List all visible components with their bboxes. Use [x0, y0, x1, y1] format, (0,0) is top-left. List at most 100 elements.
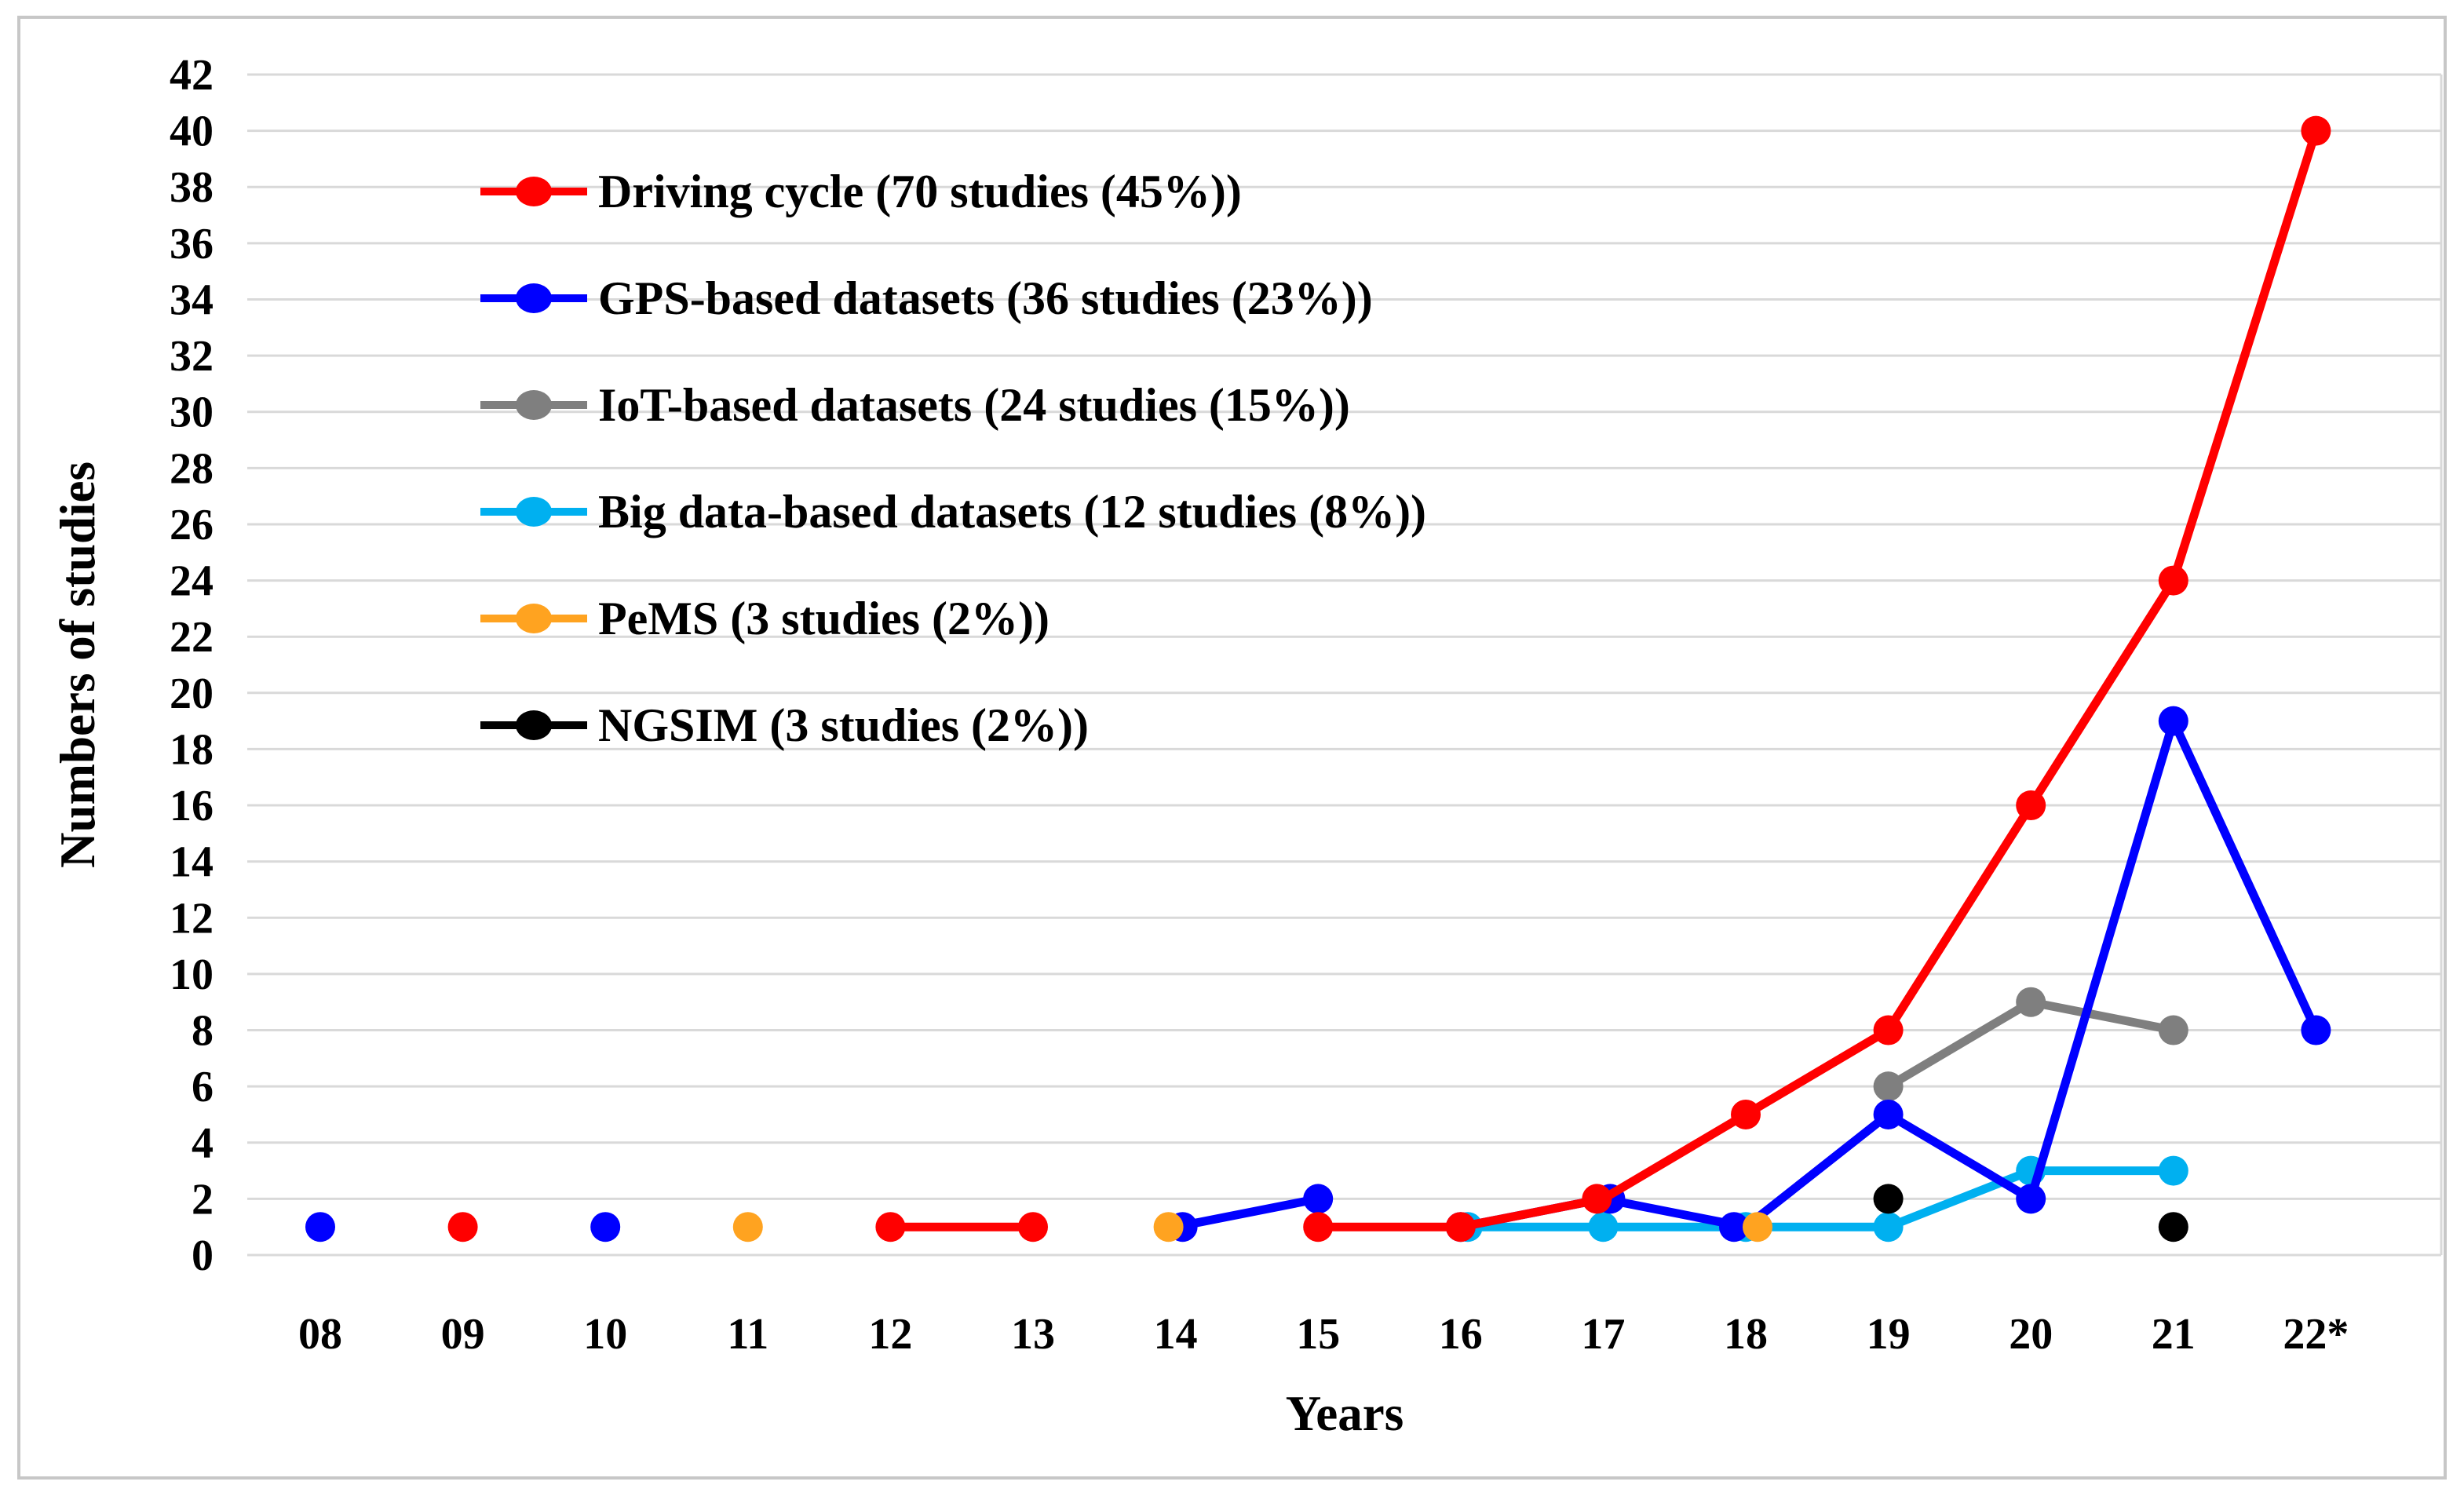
- legend-marker-pems: [516, 604, 552, 633]
- x-tick-label-16: 16: [1439, 1310, 1483, 1359]
- data-series-layer: [305, 115, 2331, 1242]
- series-iot-based-datasets: [1873, 987, 2188, 1102]
- y-tick-label-18: 18: [170, 725, 214, 774]
- series-driving-cycle-point-21: [2158, 565, 2188, 596]
- legend-marker-driving-cycle: [516, 177, 552, 206]
- legend-marker-iot-based-datasets: [516, 390, 552, 420]
- legend-marker-big-data-based-datasets: [516, 497, 552, 527]
- series-big-data-based-datasets-point-17: [1588, 1212, 1619, 1242]
- figure-border: [17, 16, 2447, 1480]
- gridlines: [247, 73, 2443, 1257]
- y-tick-label-24: 24: [170, 557, 214, 606]
- series-driving-cycle-point-15: [1303, 1212, 1334, 1242]
- x-tick-label-15: 15: [1296, 1310, 1340, 1359]
- legend-label-gps-based-datasets: GPS-based datasets (36 studies (23%)): [598, 272, 1373, 324]
- y-tick-label-34: 34: [170, 275, 214, 324]
- legend-marker-ngsim: [516, 710, 552, 740]
- series-gps-based-datasets-point-20: [2016, 1184, 2046, 1214]
- series-pems-point-18: [1743, 1212, 1772, 1242]
- series-driving-cycle-point-09: [447, 1212, 478, 1242]
- x-tick-label-13: 13: [1011, 1310, 1055, 1359]
- y-tick-label-12: 12: [170, 894, 214, 943]
- y-tick-label-38: 38: [170, 163, 214, 212]
- x-tick-label-12: 12: [868, 1310, 912, 1359]
- series-driving-cycle-point-22: [2301, 115, 2331, 146]
- series-pems-point-14: [1153, 1212, 1184, 1242]
- series-driving-cycle-point-16: [1445, 1212, 1476, 1242]
- legend-label-ngsim: NGSIM (3 studies (2%)): [598, 699, 1089, 751]
- series-gps-based-datasets-point-18: [1719, 1212, 1749, 1242]
- x-axis-title: Years: [1286, 1386, 1404, 1441]
- y-tick-label-8: 8: [192, 1007, 214, 1056]
- y-tick-label-16: 16: [170, 782, 214, 830]
- y-tick-label-10: 10: [170, 951, 214, 999]
- x-tick-label-20: 20: [2009, 1310, 2053, 1359]
- x-tick-label-22: 22*: [2283, 1310, 2349, 1359]
- series-pems-point-11: [732, 1212, 763, 1242]
- y-tick-label-22: 22: [170, 613, 214, 662]
- x-tick-label-18: 18: [1724, 1310, 1768, 1359]
- y-tick-label-30: 30: [170, 389, 214, 437]
- series-driving-cycle-point-13: [1018, 1212, 1048, 1242]
- legend-item-iot-based-datasets: IoT-based datasets (24 studies (15%)): [480, 379, 1350, 431]
- y-tick-label-6: 6: [192, 1063, 214, 1111]
- legend-item-big-data-based-datasets: Big data-based datasets (12 studies (8%)…: [480, 486, 1426, 538]
- series-driving-cycle-point-17: [1582, 1184, 1612, 1214]
- series-gps-based-datasets-point-21: [2158, 706, 2188, 736]
- series-ngsim: [1873, 1184, 2188, 1242]
- y-tick-label-36: 36: [170, 220, 214, 268]
- legend-marker-gps-based-datasets: [516, 283, 552, 313]
- series-gps-based-datasets-point-19: [1873, 1099, 1904, 1129]
- legend-item-ngsim: NGSIM (3 studies (2%)): [480, 699, 1089, 751]
- y-tick-label-0: 0: [192, 1231, 214, 1280]
- series-driving-cycle-point-19: [1873, 1015, 1904, 1045]
- series-gps-based-datasets-point-08: [305, 1212, 335, 1242]
- x-tick-label-11: 11: [727, 1310, 768, 1359]
- x-tick-label-10: 10: [583, 1310, 627, 1359]
- x-tick-label-14: 14: [1154, 1310, 1198, 1359]
- y-tick-label-4: 4: [192, 1119, 214, 1168]
- series-iot-based-datasets-point-21: [2158, 1015, 2188, 1045]
- y-tick-label-20: 20: [170, 670, 214, 718]
- legend-item-gps-based-datasets: GPS-based datasets (36 studies (23%)): [480, 272, 1373, 324]
- series-big-data-based-datasets-line-0: [1456, 1166, 2178, 1231]
- y-axis-title: Numbers of studies: [50, 462, 105, 868]
- series-iot-based-datasets-point-20: [2016, 987, 2046, 1017]
- legend-label-iot-based-datasets: IoT-based datasets (24 studies (15%)): [598, 379, 1350, 431]
- x-tick-label-09: 09: [441, 1310, 485, 1359]
- legend-item-driving-cycle: Driving cycle (70 studies (45%)): [480, 166, 1242, 217]
- x-tick-label-19: 19: [1867, 1310, 1911, 1359]
- y-tick-label-32: 32: [170, 332, 214, 381]
- legend-label-driving-cycle: Driving cycle (70 studies (45%)): [598, 166, 1242, 217]
- series-driving-cycle-line-2: [1313, 126, 2320, 1231]
- series-gps-based-datasets-line-2: [1171, 1194, 1323, 1231]
- series-gps-based-datasets-point-15: [1303, 1184, 1334, 1214]
- legend-label-pems: PeMS (3 studies (2%)): [598, 593, 1049, 644]
- series-big-data-based-datasets-point-21: [2158, 1155, 2188, 1186]
- series-driving-cycle-point-20: [2016, 790, 2046, 821]
- series-iot-based-datasets-point-19: [1873, 1071, 1904, 1102]
- x-axis-tick-labels: 08 09 10 11 12 13 14 15 16 17 18 19 20 21 22*: [298, 1310, 2349, 1359]
- series-driving-cycle-point-12: [875, 1212, 906, 1242]
- x-tick-label-08: 08: [298, 1310, 342, 1359]
- y-tick-label-42: 42: [170, 51, 214, 100]
- legend: Driving cycle (70 studies (45%)) GPS-base…: [480, 166, 1426, 751]
- series-driving-cycle-point-18: [1731, 1099, 1761, 1129]
- x-tick-label-17: 17: [1581, 1310, 1625, 1359]
- series-gps-based-datasets-point-22: [2301, 1015, 2331, 1045]
- series-big-data-based-datasets-point-19: [1873, 1212, 1904, 1242]
- y-tick-label-28: 28: [170, 444, 214, 493]
- y-tick-label-2: 2: [192, 1175, 214, 1224]
- series-ngsim-point-19: [1873, 1184, 1904, 1214]
- series-driving-cycle: [447, 115, 2331, 1242]
- y-tick-label-40: 40: [170, 108, 214, 156]
- y-tick-label-26: 26: [170, 501, 214, 549]
- series-pems: [732, 1212, 1772, 1242]
- legend-item-pems: PeMS (3 studies (2%)): [480, 593, 1049, 644]
- y-tick-label-14: 14: [170, 838, 214, 887]
- legend-label-big-data-based-datasets: Big data-based datasets (12 studies (8%)…: [598, 486, 1426, 538]
- x-tick-label-21: 21: [2152, 1310, 2196, 1359]
